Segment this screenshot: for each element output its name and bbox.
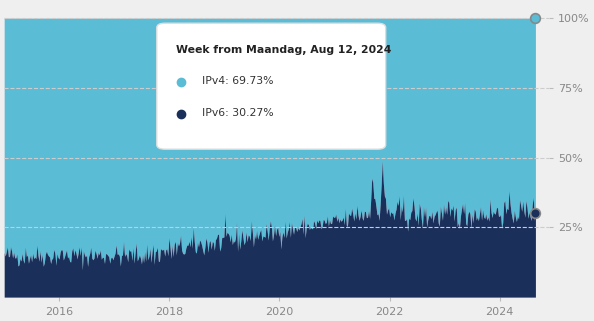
FancyBboxPatch shape [157,23,386,149]
Text: Week from Maandag, Aug 12, 2024: Week from Maandag, Aug 12, 2024 [176,45,391,55]
Text: IPv4: 69.73%: IPv4: 69.73% [202,76,273,86]
Text: IPv6: 30.27%: IPv6: 30.27% [202,108,274,118]
